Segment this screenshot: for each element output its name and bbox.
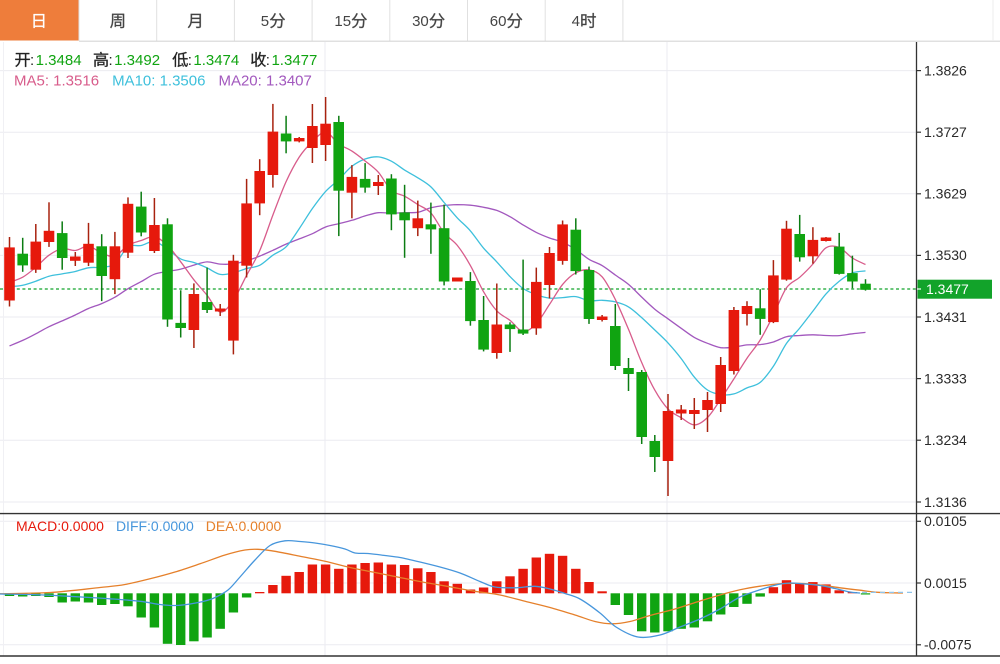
svg-text:0.0105: 0.0105 xyxy=(924,513,967,529)
svg-text:1.3477: 1.3477 xyxy=(926,281,969,297)
svg-text:1.3629: 1.3629 xyxy=(924,186,967,202)
svg-text:-0.0075: -0.0075 xyxy=(924,637,972,653)
svg-text:30: 30 xyxy=(412,13,429,30)
svg-text:1.3333: 1.3333 xyxy=(924,370,967,386)
svg-text:4: 4 xyxy=(572,13,580,30)
svg-text:1.3136: 1.3136 xyxy=(924,494,967,510)
svg-text:5: 5 xyxy=(261,13,269,30)
svg-text:1.3826: 1.3826 xyxy=(924,62,967,78)
svg-text:0.0015: 0.0015 xyxy=(924,575,967,591)
svg-text::1.3474: :1.3474 xyxy=(188,52,240,69)
svg-text:1.3234: 1.3234 xyxy=(924,432,967,448)
svg-text::1.3492: :1.3492 xyxy=(109,52,161,69)
svg-text::1.3484: :1.3484 xyxy=(30,52,82,69)
svg-text:60: 60 xyxy=(490,13,507,30)
svg-text:1.3431: 1.3431 xyxy=(924,309,967,325)
svg-text::1.3477: :1.3477 xyxy=(266,52,318,69)
svg-text:1.3727: 1.3727 xyxy=(924,124,967,140)
svg-text:15: 15 xyxy=(334,13,351,30)
svg-text:1.3530: 1.3530 xyxy=(924,247,967,263)
